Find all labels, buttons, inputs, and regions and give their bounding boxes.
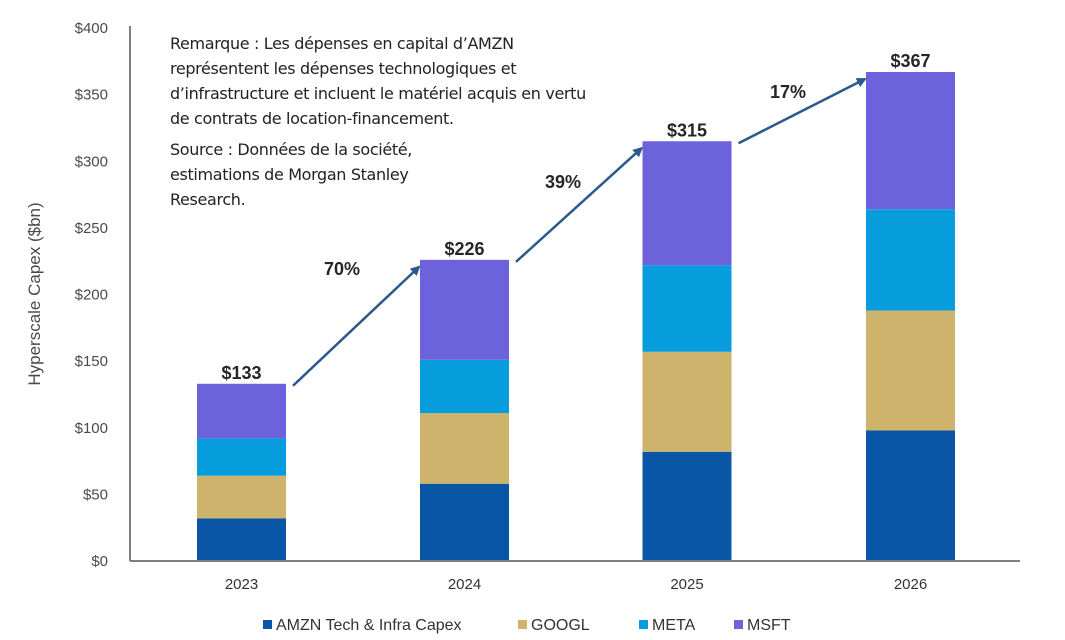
bar-segment-meta-2026	[866, 209, 955, 311]
bar-segment-amzn-2023	[197, 518, 286, 561]
growth-arrow	[515, 146, 643, 263]
growth-arrow	[737, 77, 867, 145]
bar-segment-amzn-2025	[642, 451, 732, 561]
total-label: $315	[667, 120, 707, 140]
legend-label: MSFT	[747, 617, 791, 634]
bar-segment-googl-2023	[197, 475, 286, 519]
growth-label: 17%	[770, 82, 806, 102]
bar-segment-meta-2023	[197, 438, 286, 476]
y-tick-label: $150	[75, 353, 108, 370]
growth-arrow	[292, 265, 421, 387]
y-tick-label: $0	[91, 553, 108, 570]
chart-note: Remarque : Les dépenses en capital d’AMZ…	[170, 31, 650, 218]
total-label: $367	[890, 51, 930, 71]
bar-segment-googl-2026	[866, 310, 955, 431]
bar-segment-msft-2026	[866, 71, 955, 210]
bar-segment-msft-2023	[197, 383, 286, 439]
bar-segment-msft-2024	[420, 259, 509, 360]
x-tick-label: 2026	[894, 576, 927, 593]
y-axis-label: Hyperscale Capex ($bn)	[25, 202, 44, 385]
bar-segment-googl-2025	[642, 351, 732, 452]
legend-swatch	[734, 620, 743, 629]
bar-segment-meta-2024	[420, 359, 509, 414]
total-label: $133	[221, 363, 261, 383]
bar-segment-msft-2025	[642, 141, 732, 266]
legend-swatch	[639, 620, 648, 629]
legend-label: AMZN Tech & Infra Capex	[276, 617, 462, 634]
y-tick-label: $350	[75, 87, 108, 104]
y-tick-label: $200	[75, 287, 108, 304]
y-tick-label: $100	[75, 420, 108, 437]
legend-label: META	[652, 617, 696, 634]
legend-swatch	[518, 620, 527, 629]
legend-swatch	[263, 620, 272, 629]
growth-label: 39%	[545, 172, 581, 192]
y-tick-label: $250	[75, 220, 108, 237]
bar-segment-amzn-2024	[420, 483, 509, 561]
x-tick-label: 2024	[448, 576, 481, 593]
bar-segment-meta-2025	[642, 265, 732, 352]
x-tick-label: 2023	[225, 576, 258, 593]
bar-segment-amzn-2026	[866, 430, 955, 561]
source-text: Source : Données de la société, estimati…	[170, 140, 413, 209]
bar-segment-googl-2024	[420, 413, 509, 484]
y-tick-label: $300	[75, 153, 108, 170]
y-tick-label: $50	[83, 486, 108, 503]
remark-text: Remarque : Les dépenses en capital d’AMZ…	[170, 34, 586, 128]
total-label: $226	[444, 239, 484, 259]
x-tick-label: 2025	[670, 576, 703, 593]
legend-label: GOOGL	[531, 617, 590, 634]
growth-label: 70%	[324, 259, 360, 279]
y-tick-label: $400	[75, 20, 108, 37]
